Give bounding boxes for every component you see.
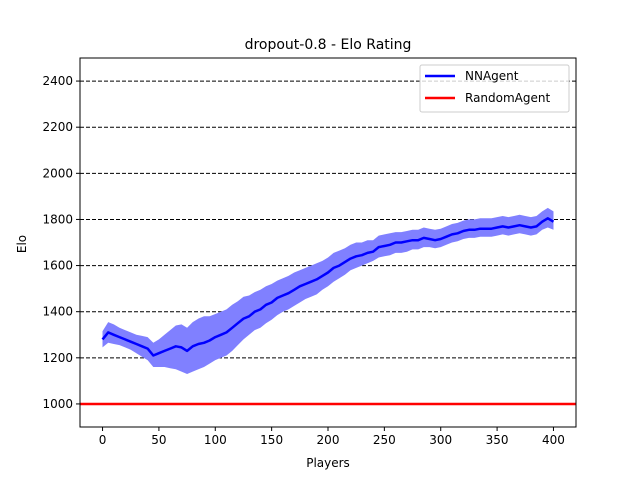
x-axis-label: Players: [306, 456, 350, 470]
x-tick-label-0: 0: [99, 433, 107, 447]
series-lines-layer: [80, 217, 576, 406]
x-tick-label-200: 200: [317, 433, 340, 447]
y-tick-label-2400: 2400: [42, 74, 73, 88]
y-axis-ticks: 1000 1200 1400 1600 1800 2000 2200 2400: [42, 74, 80, 411]
nnagent-line: [101, 217, 555, 357]
legend-label-nnagent: NNAgent: [465, 69, 519, 83]
y-tick-label-1800: 1800: [42, 212, 73, 226]
legend-box: [419, 64, 570, 113]
x-tick-label-400: 400: [542, 433, 565, 447]
y-tick-label-2200: 2200: [42, 120, 73, 134]
x-tick-label-350: 350: [486, 433, 509, 447]
nnagent-confidence-band: [102, 207, 554, 374]
y-tick-label-1000: 1000: [42, 397, 73, 411]
y-axis-label: Elo: [15, 235, 29, 253]
x-tick-label-50: 50: [151, 433, 166, 447]
chart-title: dropout-0.8 - Elo Rating: [245, 37, 412, 53]
x-tick-label-100: 100: [204, 433, 227, 447]
y-tick-label-1400: 1400: [42, 305, 73, 319]
x-tick-label-150: 150: [260, 433, 283, 447]
x-tick-label-250: 250: [373, 433, 396, 447]
y-tick-label-1200: 1200: [42, 351, 73, 365]
y-tick-label-2000: 2000: [42, 166, 73, 180]
legend-label-randomagent: RandomAgent: [465, 91, 550, 105]
x-tick-label-300: 300: [429, 433, 452, 447]
legend: NNAgent RandomAgent: [419, 64, 570, 113]
x-axis-ticks: 0 50 100 150 200 250 300 350 400: [99, 427, 565, 447]
series-band-layer: [102, 207, 554, 374]
y-tick-label-1600: 1600: [42, 259, 73, 273]
